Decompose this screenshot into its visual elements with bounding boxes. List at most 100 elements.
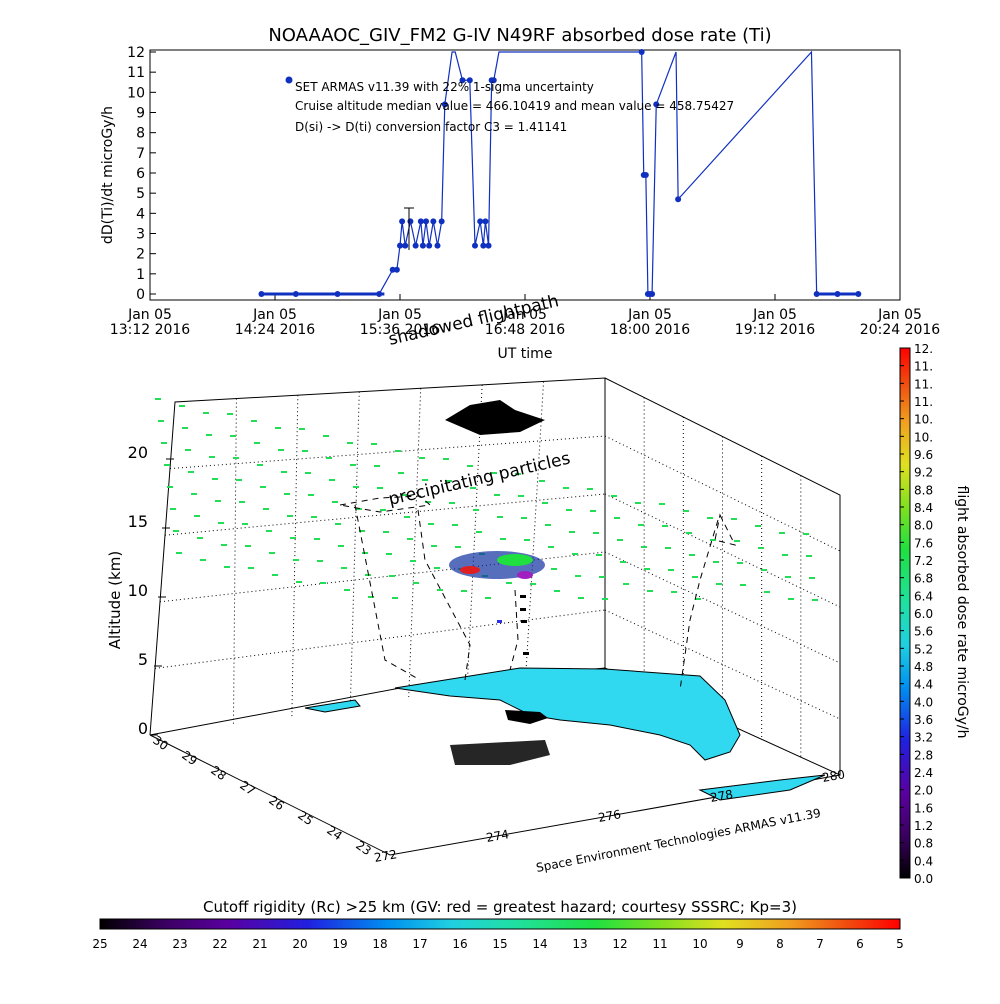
dose-dash — [245, 545, 251, 547]
dose-dash — [155, 398, 161, 400]
dose-point — [399, 218, 406, 225]
dose-dash — [539, 480, 545, 482]
bahamas-landmass — [698, 774, 826, 801]
dose-dash — [311, 516, 317, 518]
chart-title: NOAAAOC_GIV_FM2 G-IV N49RF absorbed dose… — [268, 25, 771, 46]
dose-dash — [209, 456, 215, 458]
3d-grid-lines — [154, 381, 841, 758]
dose-dash — [569, 531, 575, 533]
flightpath-turn — [714, 513, 736, 546]
y-axis-label: dD(Ti)/dt microGy/h — [100, 106, 116, 244]
dose-dash — [575, 575, 581, 577]
grid-line — [291, 395, 299, 717]
dose-colorbar-tick-label: 8.8 — [914, 483, 933, 497]
florida-map — [304, 400, 826, 801]
hazard-green — [497, 554, 533, 566]
grid-line — [408, 388, 422, 698]
y-tick-label: 5 — [136, 186, 145, 202]
dose-colorbar-tick-label: 2.4 — [914, 766, 933, 780]
x-tick-label: Jan 05 — [127, 307, 172, 323]
y-tick-label: 6 — [136, 166, 145, 182]
dose-dash — [812, 599, 818, 601]
dose-dash — [554, 590, 560, 592]
dose-point — [482, 218, 489, 225]
rigidity-tick-label: 25 — [92, 937, 107, 951]
y-tick-label: 12 — [127, 45, 145, 61]
dose-dash — [287, 515, 293, 517]
dose-point — [638, 49, 645, 55]
dose-dash — [806, 555, 812, 557]
dose-dash — [659, 503, 665, 505]
dose-dash — [356, 508, 362, 510]
longitude-tick-label: 280 — [821, 767, 846, 785]
dose-dash — [203, 412, 209, 414]
dose-dash — [614, 517, 620, 519]
drop-marker — [521, 620, 527, 623]
dose-colorbar-tick-label: 2.8 — [914, 748, 933, 762]
dose-colorbar-tick-label: 3.2 — [914, 731, 933, 745]
dose-dash — [230, 435, 236, 437]
altitude-tick-label: 0 — [138, 719, 148, 738]
dose-dash — [470, 487, 476, 489]
dose-dash — [686, 532, 692, 534]
dose-dash — [188, 471, 194, 473]
dose-dash — [191, 493, 197, 495]
dose-point — [397, 242, 403, 249]
dose-dash — [284, 493, 290, 495]
flightpath-lines — [339, 495, 736, 691]
dose-colorbar-tick-label: 5.6 — [914, 625, 933, 639]
lower-cluster — [450, 740, 550, 765]
annotation-marker — [285, 76, 293, 84]
dose-point — [472, 242, 478, 249]
dose-dash — [449, 502, 455, 504]
dose-dash — [641, 546, 647, 548]
dose-colorbar-tick-label: 11. — [914, 395, 933, 409]
rigidity-tick-label: 12 — [612, 937, 627, 951]
dose-dash — [476, 531, 482, 533]
dose-dash — [167, 486, 173, 488]
dose-colorbar-tick-label: 5.2 — [914, 642, 933, 656]
dose-colorbar-tick-label: 9.2 — [914, 466, 933, 480]
dose-dash — [314, 538, 320, 540]
latitude-tick-label: 30 — [150, 733, 171, 753]
drop-marker — [520, 608, 526, 611]
dose-point — [426, 242, 433, 249]
dose-dash — [545, 524, 551, 526]
dose-dash — [323, 435, 329, 437]
altitude-tick-label: 20 — [128, 443, 148, 462]
dose-colorbar-tick-label: 7.2 — [914, 554, 933, 568]
dose-dash — [224, 566, 230, 568]
dose-dash — [278, 449, 284, 451]
dose-dash — [410, 560, 416, 562]
dose-dash — [359, 530, 365, 532]
dose-dash — [176, 552, 182, 554]
dose-dash — [734, 540, 740, 542]
dose-dash — [644, 568, 650, 570]
dose-dash — [404, 516, 410, 518]
latitude-tick-label: 25 — [295, 808, 316, 828]
x-tick-label: 20:24 2016 — [860, 322, 941, 338]
dose-dash — [434, 567, 440, 569]
dose-dash — [299, 428, 305, 430]
dose-dash — [164, 464, 170, 466]
dose-point — [407, 218, 414, 225]
dose-dash — [665, 547, 671, 549]
rigidity-tick-label: 10 — [692, 937, 707, 951]
dose-dash — [497, 516, 503, 518]
dose-dash — [617, 539, 623, 541]
dose-dash — [263, 508, 269, 510]
dose-dash — [383, 531, 389, 533]
rigidity-gradient — [99, 918, 901, 930]
dose-dash — [638, 524, 644, 526]
hazard-purple — [517, 571, 533, 579]
dose-dash — [695, 598, 701, 600]
rigidity-colorbar: Cutoff rigidity (Rc) >25 km (GV: red = g… — [92, 898, 903, 951]
dose-dash — [551, 568, 557, 570]
dose-dash — [344, 589, 350, 591]
dose-dash — [431, 545, 437, 547]
dose-colorbar-ticks: 0.0 0.4 0.8 1.2 1.6 2.0 2.4 2.8 3.2 3.6 4.0 4.4 4.8 5… — [900, 342, 933, 886]
dose-dash — [707, 517, 713, 519]
panhandle-landmass — [304, 699, 361, 713]
y-tick-label: 3 — [136, 227, 145, 243]
